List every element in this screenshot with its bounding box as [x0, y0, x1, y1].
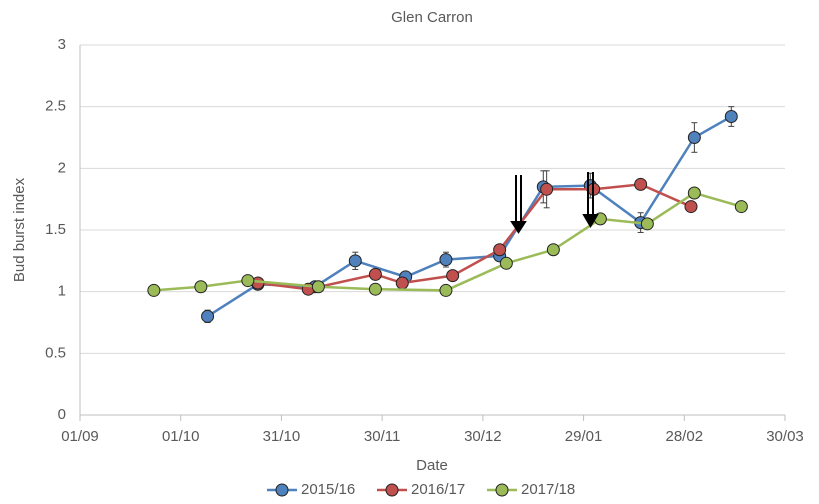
chart-title: Glen Carron: [391, 9, 473, 26]
x-axis-label: Date: [416, 457, 448, 474]
series-line: [257, 183, 692, 291]
arrow-head: [510, 221, 527, 234]
marker: [634, 177, 648, 191]
marker: [348, 254, 362, 268]
marker: [687, 186, 701, 200]
x-tick-label: 30/03: [766, 428, 804, 445]
marker: [684, 200, 698, 214]
x-tick-label: 01/09: [61, 428, 99, 445]
marker: [493, 243, 507, 257]
marker: [546, 243, 560, 257]
legend-label: 2015/16: [301, 481, 355, 498]
marker: [687, 131, 701, 144]
marker: [734, 200, 748, 214]
legend-marker: [385, 483, 399, 497]
marker: [194, 280, 208, 294]
y-tick-label: 0: [58, 406, 66, 423]
legend-marker: [495, 483, 509, 497]
marker: [147, 283, 161, 297]
x-tick-label: 30/11: [364, 428, 400, 445]
marker: [241, 274, 255, 288]
y-axis-label: Bud burst index: [11, 177, 28, 282]
y-tick-label: 1.5: [45, 221, 66, 238]
marker: [368, 267, 382, 281]
marker: [446, 269, 460, 283]
y-tick-label: 1: [58, 283, 66, 300]
marker: [724, 110, 738, 124]
x-tick-label: 28/02: [666, 428, 704, 445]
y-tick-label: 2: [58, 159, 66, 176]
x-tick-label: 01/10: [162, 428, 200, 445]
legend-marker: [275, 483, 289, 497]
arrow-head: [582, 214, 599, 228]
marker: [201, 309, 215, 323]
marker: [499, 256, 513, 270]
x-tick-label: 30/12: [464, 428, 502, 445]
x-tick-label: 31/10: [263, 428, 301, 445]
series-line: [153, 191, 742, 292]
y-tick-label: 2.5: [45, 98, 66, 115]
marker: [540, 182, 554, 196]
marker: [439, 253, 453, 267]
marker: [368, 282, 382, 296]
legend-label: 2016/17: [411, 481, 465, 498]
y-tick-label: 3: [58, 36, 66, 53]
y-tick-label: 0.5: [45, 344, 66, 361]
x-tick-label: 29/01: [565, 428, 603, 445]
marker: [439, 283, 453, 297]
marker: [311, 280, 325, 294]
legend-label: 2017/18: [521, 481, 575, 498]
marker: [395, 276, 409, 290]
arrows: [510, 172, 599, 234]
marker: [640, 217, 654, 231]
